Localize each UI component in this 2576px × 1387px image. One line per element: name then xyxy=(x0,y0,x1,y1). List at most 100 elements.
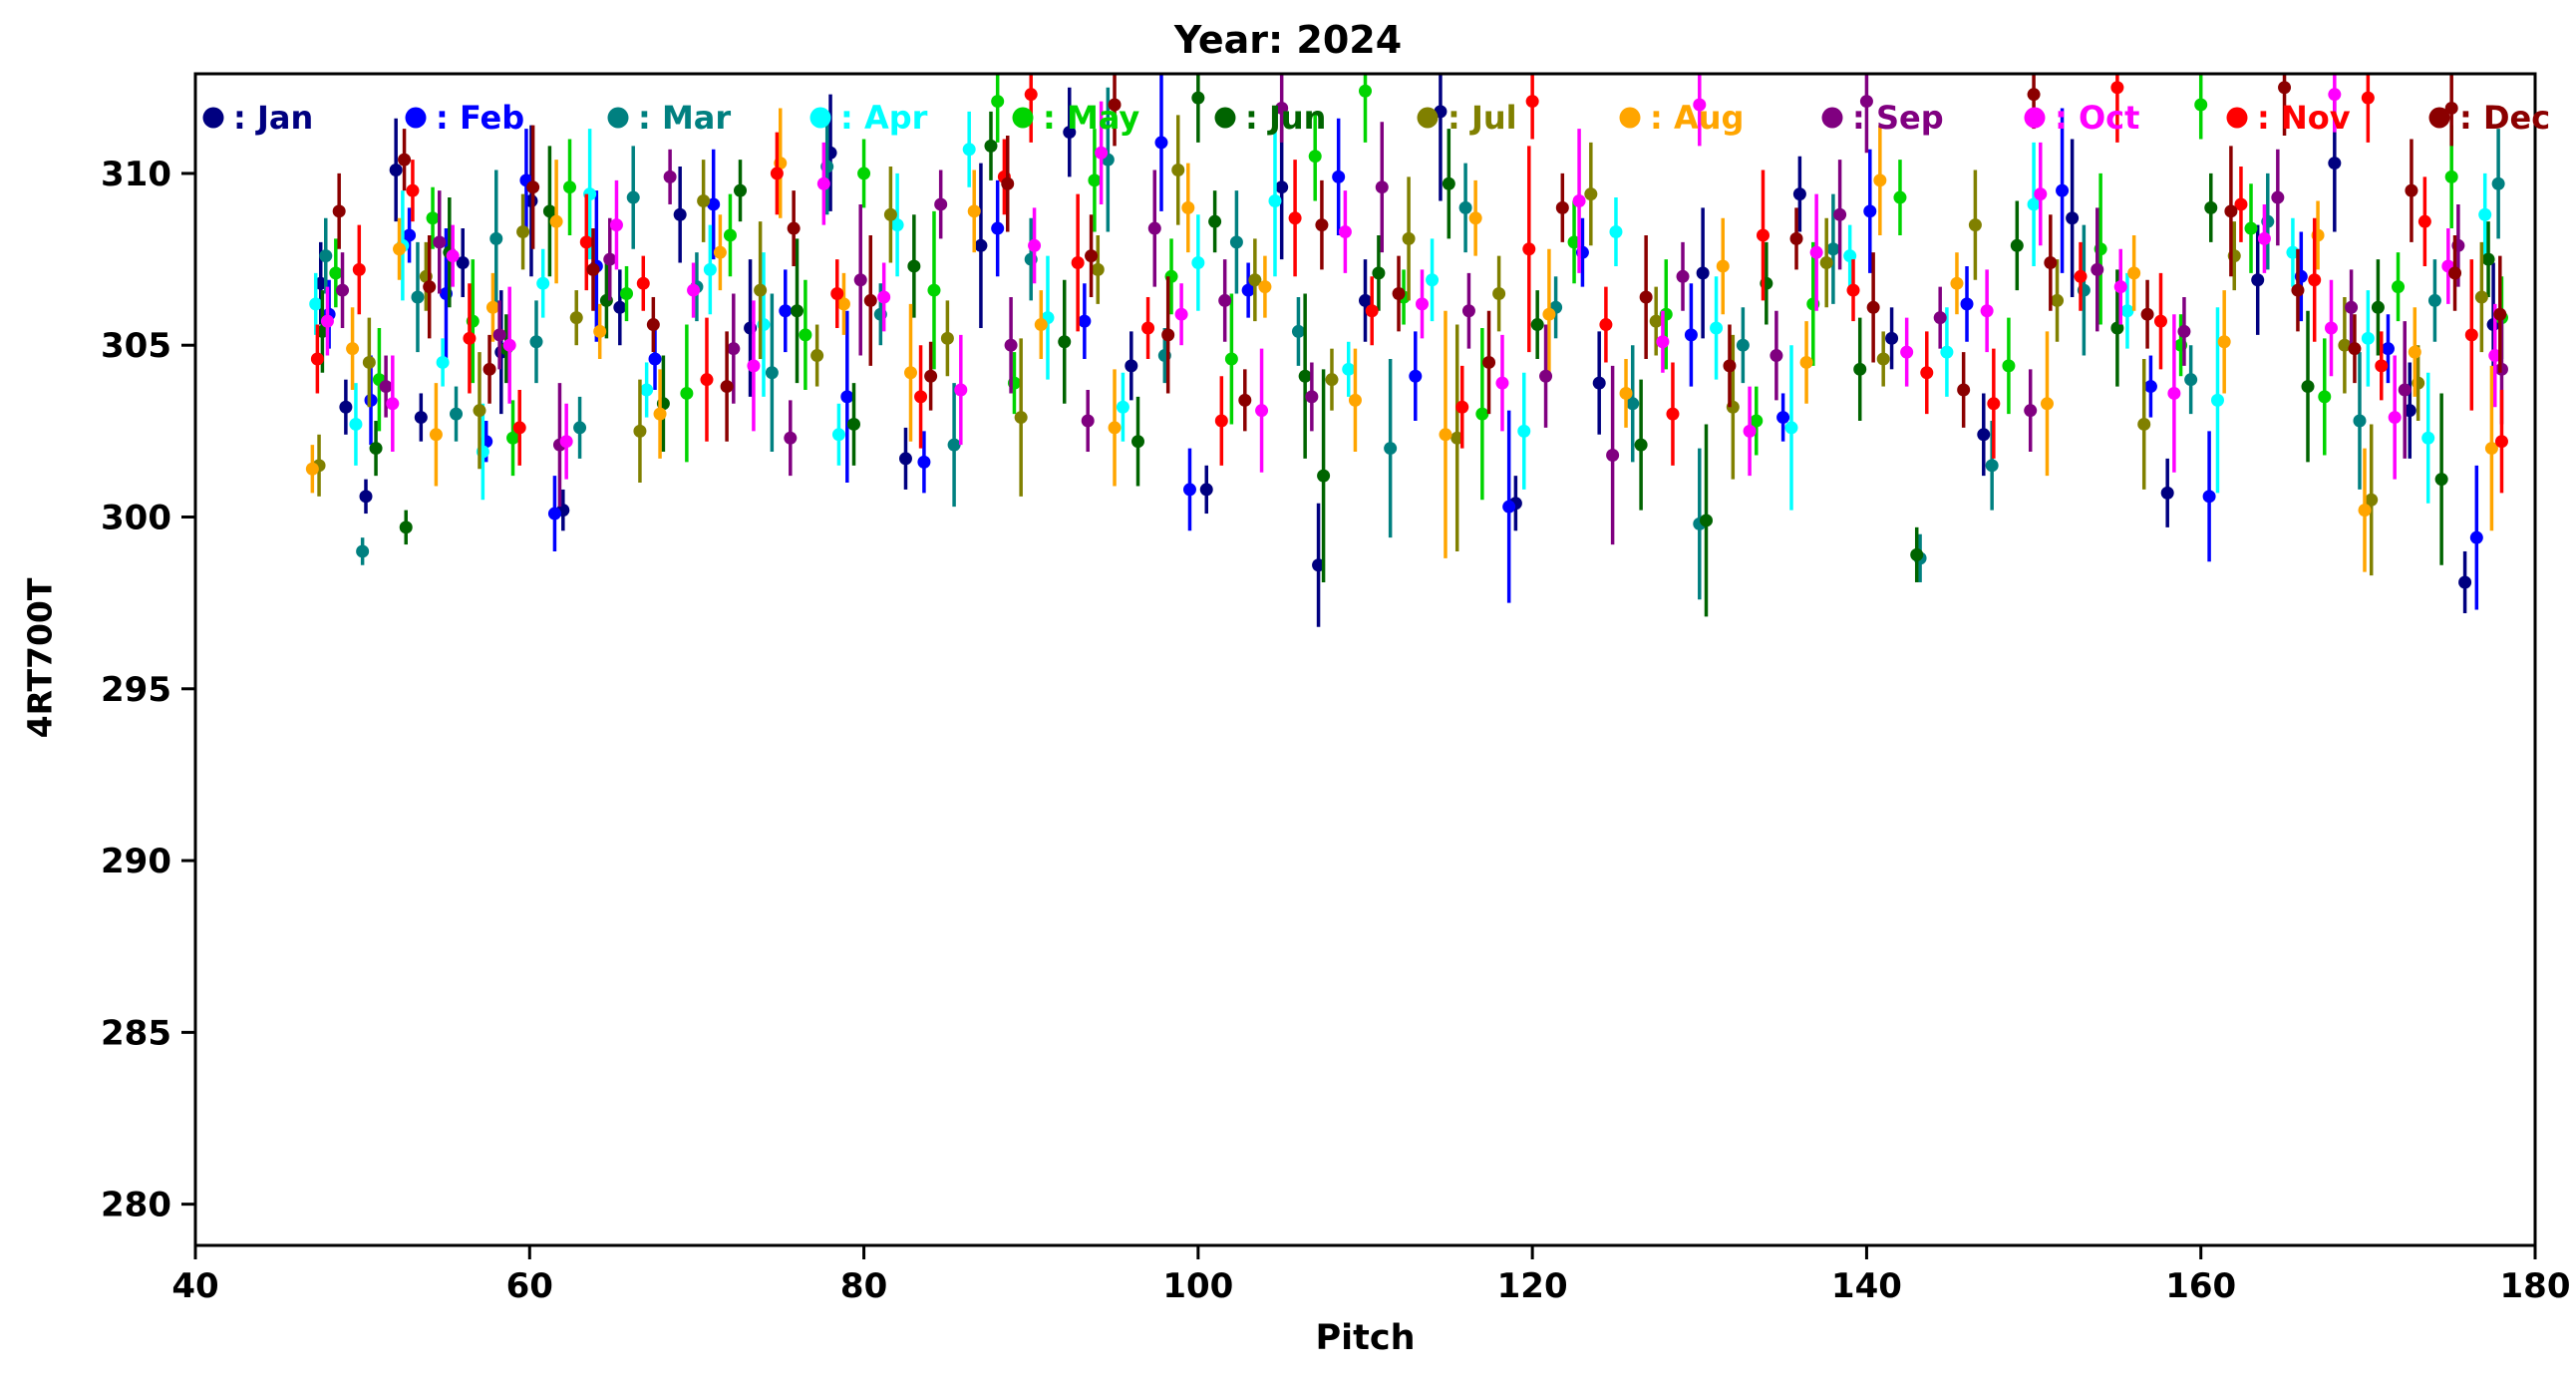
series-oct xyxy=(320,74,2502,480)
legend-label: : Feb xyxy=(436,99,524,137)
data-point xyxy=(2345,300,2359,314)
data-point xyxy=(2353,414,2367,428)
data-point xyxy=(2034,187,2048,201)
data-point xyxy=(579,235,593,249)
legend-label: : Apr xyxy=(840,99,928,137)
data-point xyxy=(1442,176,1455,190)
data-point xyxy=(713,245,727,259)
data-point xyxy=(723,228,737,242)
series-jun xyxy=(315,74,2495,617)
data-point xyxy=(1372,266,1386,280)
data-point xyxy=(2417,214,2431,228)
data-point xyxy=(1218,293,1232,307)
data-point xyxy=(836,297,850,311)
data-point xyxy=(483,362,496,376)
x-tick-label: 160 xyxy=(2165,1266,2236,1306)
data-point xyxy=(332,204,346,218)
data-point xyxy=(1656,335,1670,349)
data-point xyxy=(1241,283,1255,297)
data-point xyxy=(563,180,577,194)
data-point xyxy=(1258,280,1272,294)
legend-entry-may: : May xyxy=(1012,99,1139,137)
data-point xyxy=(1522,242,1536,256)
data-point xyxy=(954,383,968,397)
x-tick-label: 80 xyxy=(840,1266,887,1306)
data-point xyxy=(1288,211,1302,225)
data-point xyxy=(687,283,701,297)
data-point xyxy=(2338,338,2352,352)
data-point xyxy=(603,252,617,266)
data-point xyxy=(877,290,891,304)
data-point xyxy=(320,314,334,328)
data-point xyxy=(1091,262,1105,276)
data-point xyxy=(967,204,981,218)
data-point xyxy=(1853,362,1867,376)
data-point xyxy=(799,328,812,342)
data-point xyxy=(1893,190,1907,204)
legend-marker xyxy=(405,107,427,129)
data-point xyxy=(974,238,988,252)
data-point xyxy=(1693,98,1707,112)
data-point xyxy=(1475,407,1489,421)
data-point xyxy=(787,221,801,235)
data-point xyxy=(734,183,748,197)
data-point xyxy=(1332,170,1346,183)
data-point xyxy=(1058,335,1072,349)
legend-label: : Jan xyxy=(233,99,313,137)
data-point xyxy=(426,211,440,225)
data-point xyxy=(315,324,329,338)
data-point xyxy=(1649,314,1663,328)
data-point xyxy=(2091,262,2104,276)
data-point xyxy=(609,218,623,232)
data-point xyxy=(1843,249,1857,263)
chart-title: Year: 2024 xyxy=(1173,18,1403,62)
data-point xyxy=(569,311,583,325)
data-point xyxy=(2324,321,2338,335)
data-point xyxy=(984,139,998,153)
data-point xyxy=(2024,404,2038,418)
data-point xyxy=(1555,200,1569,214)
data-point xyxy=(1756,228,1770,242)
data-point xyxy=(2044,256,2058,270)
y-tick-label: 305 xyxy=(101,326,171,366)
data-point xyxy=(398,153,412,167)
data-point xyxy=(1619,386,1633,400)
data-point xyxy=(1784,421,1798,435)
data-point xyxy=(2427,293,2441,307)
data-point xyxy=(2392,280,2406,294)
data-point xyxy=(1584,187,1598,201)
x-tick-label: 100 xyxy=(1162,1266,1233,1306)
data-point xyxy=(1108,98,1122,112)
data-point xyxy=(1799,355,1813,369)
data-point xyxy=(1315,218,1329,232)
data-point xyxy=(2202,490,2216,504)
data-point xyxy=(1248,273,1262,287)
legend-label: : Aug xyxy=(1650,99,1744,137)
data-point xyxy=(1876,352,1890,366)
data-point xyxy=(414,411,428,425)
data-point xyxy=(1116,400,1129,414)
legend-label: : May xyxy=(1043,99,1139,137)
data-point xyxy=(646,318,660,332)
legend-label: : Mar xyxy=(638,99,731,137)
data-point xyxy=(907,259,921,273)
legend-entry-nov: : Nov xyxy=(2226,99,2351,137)
data-point xyxy=(1957,383,1971,397)
series-sep xyxy=(336,74,2508,545)
x-tick-label: 120 xyxy=(1497,1266,1568,1306)
data-point xyxy=(934,197,948,211)
data-point xyxy=(406,183,420,197)
data-point xyxy=(2478,207,2492,221)
data-point xyxy=(626,190,640,204)
data-point xyxy=(1567,235,1581,249)
series-aug xyxy=(305,108,2498,572)
data-point xyxy=(816,176,830,190)
data-point xyxy=(2234,197,2248,211)
data-point xyxy=(1450,431,1464,445)
legend-marker xyxy=(2428,107,2450,129)
data-point xyxy=(1960,297,1974,311)
data-point xyxy=(1826,242,1840,256)
data-point xyxy=(399,520,413,534)
data-point xyxy=(1088,173,1102,187)
data-point xyxy=(2484,442,2498,456)
